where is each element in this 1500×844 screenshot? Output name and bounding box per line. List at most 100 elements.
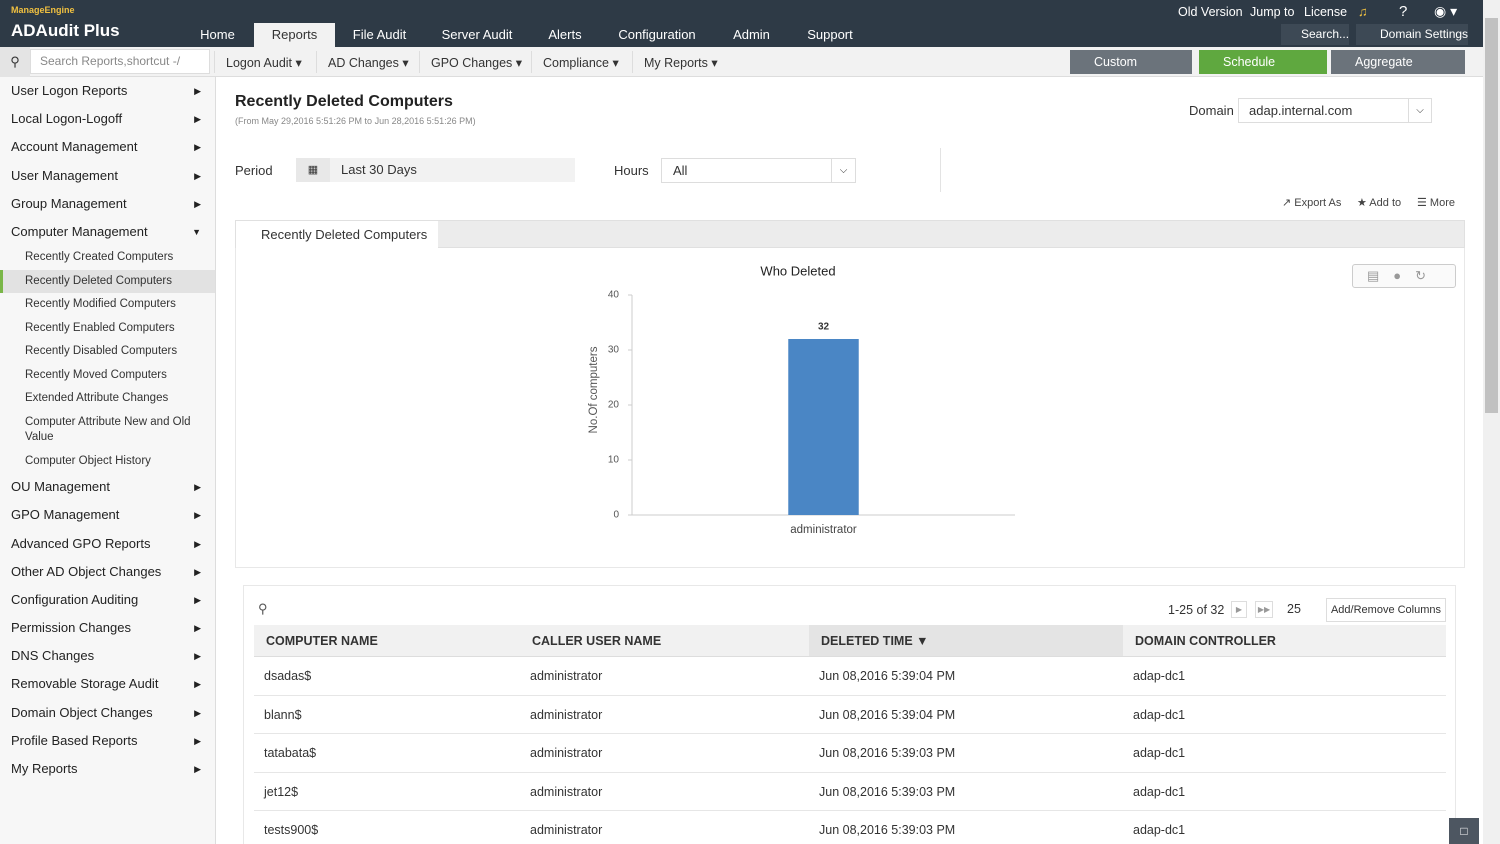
nav-tab[interactable]: Reports — [254, 23, 335, 47]
sidebar-item[interactable]: Group Management ▶ — [0, 190, 215, 218]
report-tab[interactable]: Recently Deleted Computers — [236, 221, 438, 249]
expand-icon[interactable]: ▶ — [194, 623, 201, 634]
chat-button[interactable]: □ — [1449, 818, 1479, 844]
chart-tools[interactable]: ▤●↻ — [1352, 264, 1456, 288]
domain-label: Domain — [1189, 103, 1234, 118]
page-size[interactable]: 25 — [1287, 602, 1301, 616]
column-header[interactable]: DELETED TIME ▼ — [809, 625, 1123, 657]
sidebar-subitem[interactable]: Computer Object History — [25, 454, 151, 467]
sidebar-item[interactable]: GPO Management ▶ — [0, 501, 215, 529]
sidebar-item[interactable]: Permission Changes ▶ — [0, 614, 215, 642]
sidebar-item[interactable]: Profile Based Reports ▶ — [0, 727, 215, 755]
dropdown-caret[interactable]: ⌵ — [1408, 99, 1431, 122]
expand-icon[interactable]: ▶ — [194, 482, 201, 493]
scrollbar[interactable] — [1483, 0, 1500, 844]
sidebar-item[interactable]: Advanced GPO Reports ▶ — [0, 530, 215, 558]
x-tick-label: administrator — [790, 524, 857, 536]
table-cell: tests900$ — [254, 811, 520, 844]
dropdown-caret[interactable]: ⌵ — [831, 159, 855, 182]
sidebar-subitem[interactable]: Computer Attribute New and Old Value — [25, 415, 191, 444]
expand-icon[interactable]: ▶ — [194, 679, 201, 690]
help[interactable]: ? — [1399, 3, 1408, 20]
sidebar-subitem[interactable]: Recently Enabled Computers — [25, 321, 175, 334]
menu[interactable]: AD Changes ▾ — [328, 56, 409, 70]
table-cell: adap-dc1 — [1123, 811, 1446, 844]
sidebar-item[interactable]: Configuration Auditing ▶ — [0, 586, 215, 614]
sidebar-item[interactable]: Account Management ▶ — [0, 133, 215, 161]
sidebar-subitem[interactable]: Recently Deleted Computers — [0, 269, 215, 294]
column-header[interactable]: CALLER USER NAME — [520, 625, 809, 657]
sidebar-item[interactable]: OU Management ▶ — [0, 473, 215, 501]
sidebar-item[interactable]: User Management ▶ — [0, 162, 215, 190]
sidebar-subitem[interactable]: Extended Attribute Changes — [25, 392, 169, 405]
sidebar-item[interactable]: My Reports ▶ — [0, 755, 215, 783]
menu[interactable]: Compliance ▾ — [543, 56, 619, 70]
expand-icon[interactable]: ▼ — [192, 226, 201, 237]
nav-tab[interactable]: Admin — [733, 27, 770, 42]
menu[interactable]: GPO Changes ▾ — [431, 56, 523, 70]
table-cell: Jun 08,2016 5:39:03 PM — [809, 734, 1123, 773]
expand-icon[interactable]: ▶ — [194, 707, 201, 718]
domain-settings[interactable]: Domain Settings — [1356, 24, 1468, 45]
toolbar-button[interactable]: Aggregate Reports — [1331, 50, 1465, 93]
column-header[interactable]: COMPUTER NAME — [254, 625, 520, 657]
table-cell: administrator — [520, 696, 809, 734]
search-icon[interactable]: ⚲ — [0, 47, 30, 77]
nav-tab[interactable]: Server Audit — [441, 27, 513, 42]
top-link[interactable]: Old Version — [1178, 5, 1243, 19]
sidebar-item[interactable]: Computer Management ▼ — [0, 218, 215, 246]
expand-icon[interactable]: ▶ — [194, 735, 201, 746]
divider — [531, 51, 532, 73]
expand-icon[interactable]: ▶ — [194, 538, 201, 549]
expand-icon[interactable]: ▶ — [194, 114, 201, 125]
sidebar-subitem[interactable]: Recently Created Computers — [25, 251, 174, 264]
sidebar-item[interactable]: Other AD Object Changes ▶ — [0, 558, 215, 586]
columns-button[interactable]: Add/Remove Columns — [1326, 598, 1446, 622]
hours-select[interactable]: All — [661, 158, 856, 183]
top-link[interactable]: Jump to — [1250, 5, 1295, 19]
expand-icon[interactable]: ▶ — [194, 170, 201, 181]
expand-icon[interactable]: ▶ — [194, 594, 201, 605]
table-search-icon[interactable]: ⚲ — [258, 601, 268, 616]
last-page[interactable]: ▶▶ — [1255, 601, 1273, 618]
report-action[interactable]: ★ Add to — [1357, 197, 1402, 209]
sidebar-subitem[interactable]: Recently Disabled Computers — [25, 345, 178, 358]
nav-tab[interactable]: Support — [807, 27, 853, 42]
next-page[interactable]: ▶ — [1231, 601, 1247, 618]
notification-icon[interactable]: ♫ — [1358, 4, 1368, 19]
sidebar-item[interactable]: Removable Storage Audit ▶ — [0, 670, 215, 698]
sidebar-item[interactable]: User Logon Reports ▶ — [0, 77, 215, 105]
nav-tab[interactable]: File Audit — [352, 27, 407, 42]
report-action[interactable]: ↗ Export As — [1282, 197, 1342, 209]
toolbar-button[interactable]: Schedule Reports — [1199, 50, 1327, 93]
toolbar-button[interactable]: Custom Reports — [1070, 50, 1192, 93]
nav-tab[interactable]: Configuration — [618, 27, 696, 42]
report-action[interactable]: ☰ More — [1417, 197, 1455, 209]
domain-select[interactable]: adap.internal.com — [1238, 98, 1432, 123]
period-select[interactable]: Last 30 Days — [330, 158, 575, 182]
sidebar-item[interactable]: Local Logon-Logoff ▶ — [0, 105, 215, 133]
nav-tab[interactable]: Home — [200, 27, 235, 42]
top-link[interactable]: License — [1304, 5, 1348, 19]
calendar-icon[interactable]: ▦ — [296, 158, 330, 182]
search-input[interactable]: Search Reports,shortcut -/ — [30, 49, 210, 74]
menu[interactable]: My Reports ▾ — [644, 56, 718, 70]
nav-tab[interactable]: Alerts — [548, 27, 582, 42]
expand-icon[interactable]: ▶ — [194, 510, 201, 521]
table-cell: blann$ — [254, 696, 520, 734]
sidebar-subitem[interactable]: Recently Moved Computers — [25, 368, 167, 381]
expand-icon[interactable]: ▶ — [194, 566, 201, 577]
sidebar-item[interactable]: DNS Changes ▶ — [0, 642, 215, 670]
expand-icon[interactable]: ▶ — [194, 198, 201, 209]
expand-icon[interactable]: ▶ — [194, 142, 201, 153]
column-header[interactable]: DOMAIN CONTROLLER — [1123, 625, 1446, 657]
expand-icon[interactable]: ▶ — [194, 651, 201, 662]
menu[interactable]: Logon Audit ▾ — [226, 56, 302, 70]
sidebar-item[interactable]: Domain Object Changes ▶ — [0, 699, 215, 727]
expand-icon[interactable]: ▶ — [194, 764, 201, 774]
search-button[interactable]: Search... — [1281, 24, 1349, 45]
expand-icon[interactable]: ▶ — [194, 86, 201, 96]
user-menu[interactable]: ◉ ▾ — [1434, 3, 1458, 19]
divider — [316, 51, 317, 73]
sidebar-subitem[interactable]: Recently Modified Computers — [25, 298, 176, 311]
